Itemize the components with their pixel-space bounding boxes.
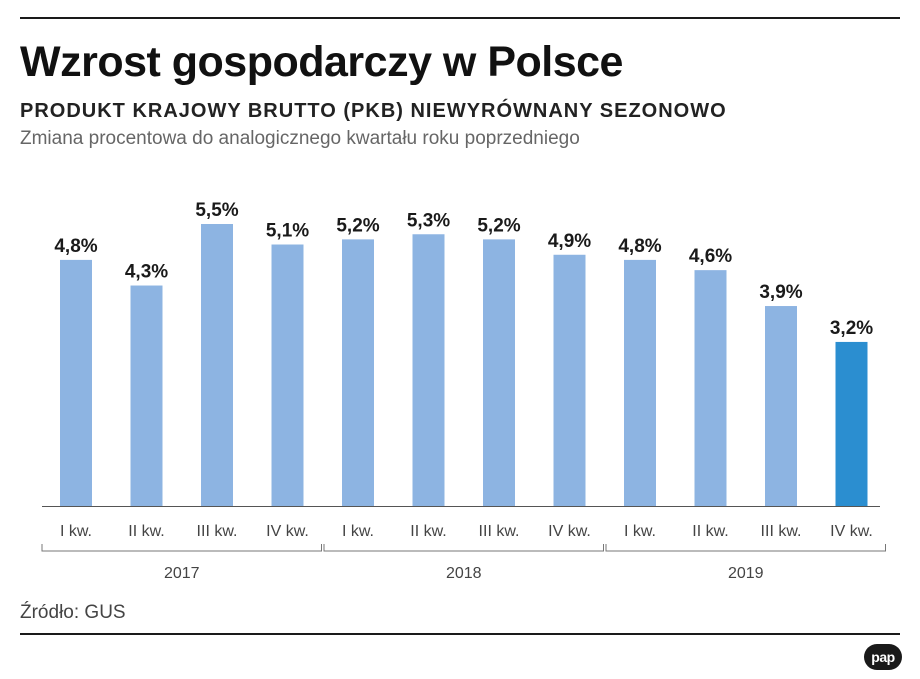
bar (60, 259, 92, 506)
data-label: 5,5% (195, 200, 238, 221)
year-label: 2018 (446, 565, 482, 582)
bar (342, 239, 374, 506)
data-label: 5,2% (477, 215, 520, 236)
data-label: 5,2% (336, 215, 379, 236)
tick-label: IV kw. (830, 523, 873, 540)
tick-label: I kw. (342, 523, 374, 540)
data-label: 4,6% (689, 246, 732, 267)
data-label: 4,8% (618, 236, 661, 257)
bar (483, 239, 515, 506)
data-label: 5,3% (407, 210, 450, 231)
tick-label: IV kw. (266, 523, 309, 540)
data-label: 4,8% (54, 236, 97, 257)
data-label: 3,9% (759, 282, 802, 303)
bar-chart: 4,8% I kw. 4,3% II kw. 5,5% III kw. 5,1% IV kw.… (41, 200, 886, 582)
tick-label: I kw. (60, 523, 92, 540)
bar (694, 270, 727, 506)
bar (765, 306, 797, 506)
bar (553, 254, 586, 506)
tick-label: III kw. (197, 523, 238, 540)
data-label: 4,3% (125, 262, 168, 283)
bar (835, 341, 868, 506)
year-bracket (323, 544, 604, 552)
tick-label: III kw. (479, 523, 520, 540)
tick-label: II kw. (692, 523, 728, 540)
chart-subtitle: PRODUKT KRAJOWY BRUTTO (PKB) NIEWYRÓWNAN… (20, 100, 727, 122)
bar (271, 244, 304, 506)
data-label: 3,2% (830, 318, 873, 339)
bar (412, 234, 445, 506)
chart-caption: Zmiana procentowa do analogicznego kwart… (20, 128, 580, 149)
tick-label: II kw. (410, 523, 446, 540)
bar (624, 259, 656, 506)
bottom-rule (20, 633, 900, 635)
year-label: 2017 (164, 565, 200, 582)
bar (201, 224, 233, 506)
year-label: 2019 (728, 565, 764, 582)
tick-label: III kw. (761, 523, 802, 540)
source-note: Źródło: GUS (20, 602, 126, 623)
tick-label: II kw. (128, 523, 164, 540)
data-label: 5,1% (266, 221, 309, 242)
top-rule (20, 17, 900, 19)
bar (130, 285, 163, 506)
tick-label: I kw. (624, 523, 656, 540)
tick-label: IV kw. (548, 523, 591, 540)
year-bracket (605, 544, 886, 552)
data-label: 4,9% (548, 231, 591, 252)
chart-title: Wzrost gospodarczy w Polsce (20, 38, 623, 86)
pap-logo: pap (864, 644, 902, 670)
year-bracket (41, 544, 322, 552)
